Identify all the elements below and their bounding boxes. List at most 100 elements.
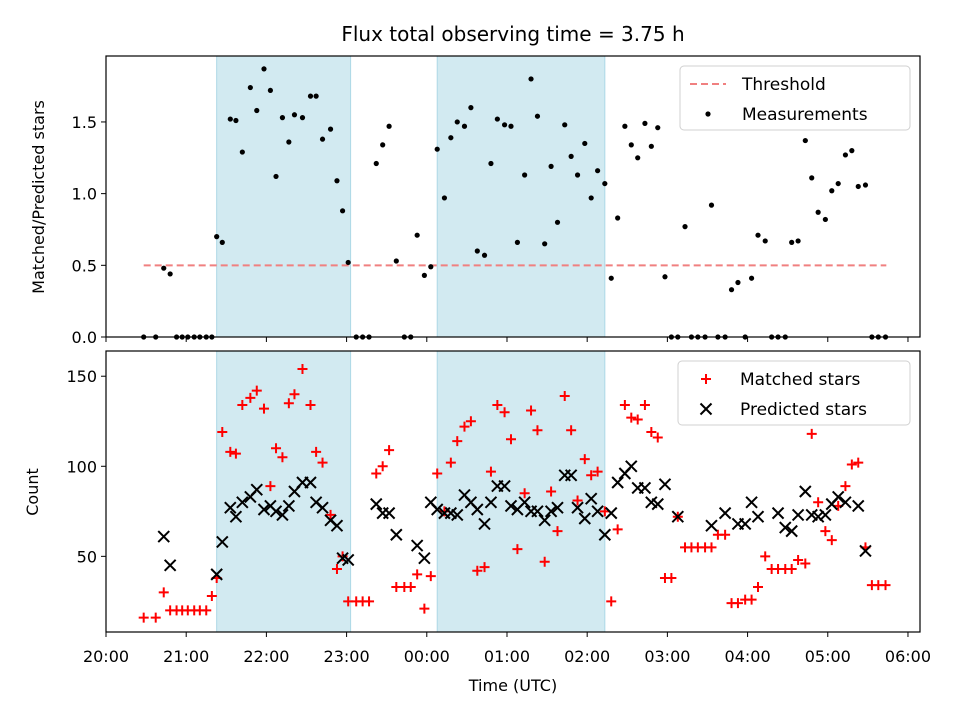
data-point	[468, 105, 474, 111]
data-point	[682, 224, 688, 230]
data-point	[751, 510, 765, 523]
data-point	[592, 466, 603, 477]
data-point	[371, 468, 382, 479]
x-tick-label: 01:00	[484, 647, 530, 666]
data-point	[283, 398, 294, 409]
data-point	[471, 503, 484, 516]
x-tick-label: 05:00	[805, 647, 851, 666]
y-tick-label: 50	[77, 547, 97, 566]
x-tick-label: 04:00	[725, 647, 771, 666]
data-point	[738, 517, 752, 531]
y-axis-label-ratio: Matched/Predicted stars	[29, 100, 48, 294]
data-point	[431, 503, 444, 516]
legend-box	[677, 360, 911, 426]
data-point	[819, 508, 832, 522]
data-point	[233, 117, 239, 124]
data-point	[258, 403, 269, 414]
legend-marker	[705, 111, 711, 117]
data-point	[579, 454, 590, 465]
data-point	[421, 272, 427, 278]
x-tick-label: 20:00	[83, 647, 129, 666]
data-point	[484, 496, 498, 509]
data-point	[658, 478, 672, 491]
data-point	[755, 232, 761, 238]
data-point	[299, 115, 306, 121]
x-tick-label: 21:00	[163, 647, 209, 666]
data-point	[791, 508, 805, 522]
data-point	[720, 529, 731, 540]
data-point	[341, 553, 355, 567]
data-point	[745, 496, 758, 509]
data-point	[380, 142, 386, 148]
data-point	[282, 499, 296, 513]
data-point	[504, 499, 518, 513]
data-point	[626, 412, 637, 423]
data-point	[648, 143, 654, 149]
data-point	[800, 558, 811, 569]
data-point	[512, 544, 523, 555]
data-point	[271, 443, 282, 454]
data-point	[591, 505, 604, 518]
data-point	[831, 490, 845, 504]
data-point	[842, 152, 849, 158]
data-point	[459, 421, 470, 432]
data-point	[269, 505, 283, 518]
data-point	[485, 466, 496, 477]
data-point	[522, 172, 528, 178]
data-point	[138, 612, 149, 623]
data-point	[304, 476, 317, 489]
data-point	[826, 535, 837, 546]
data-point	[239, 149, 245, 155]
data-point	[279, 115, 286, 121]
data-point	[227, 116, 233, 122]
data-point	[862, 182, 869, 188]
data-point	[829, 188, 835, 194]
data-point	[554, 219, 561, 225]
data-point	[586, 470, 597, 481]
data-point	[206, 590, 217, 601]
x-tick-label: 23:00	[324, 647, 370, 666]
data-point	[425, 571, 436, 582]
data-point	[746, 594, 757, 605]
shaded-interval	[216, 350, 352, 633]
data-point	[806, 428, 817, 439]
data-point	[859, 544, 872, 558]
data-point	[393, 258, 399, 264]
data-point	[377, 461, 388, 472]
data-point	[638, 481, 652, 495]
data-point	[706, 542, 717, 553]
data-point	[345, 259, 351, 266]
shaded-interval	[216, 55, 352, 338]
data-point	[432, 468, 443, 479]
data-point	[327, 126, 334, 132]
data-point	[276, 508, 289, 522]
data-point	[771, 506, 785, 520]
data-point	[546, 486, 557, 497]
data-point	[265, 481, 276, 492]
data-point	[748, 275, 755, 281]
data-point	[250, 483, 263, 496]
data-point	[542, 241, 548, 247]
data-point	[595, 168, 601, 174]
data-point	[498, 479, 511, 493]
data-point	[331, 563, 342, 574]
data-point	[297, 364, 308, 375]
data-point	[639, 400, 650, 411]
series-matched-stars	[138, 364, 891, 623]
data-point	[548, 163, 554, 169]
data-point	[628, 142, 634, 148]
data-point	[544, 505, 558, 518]
data-point	[652, 432, 663, 443]
data-point	[236, 496, 249, 509]
legend-label: Matched stars	[740, 370, 860, 390]
data-point	[245, 392, 256, 403]
data-point	[813, 497, 824, 508]
data-point	[612, 524, 623, 535]
data-point	[494, 116, 500, 122]
data-point	[214, 234, 220, 240]
data-point	[319, 136, 326, 142]
data-point	[619, 400, 630, 411]
data-point	[219, 239, 225, 245]
legend-marker	[699, 402, 713, 416]
axes-frame	[105, 55, 921, 338]
